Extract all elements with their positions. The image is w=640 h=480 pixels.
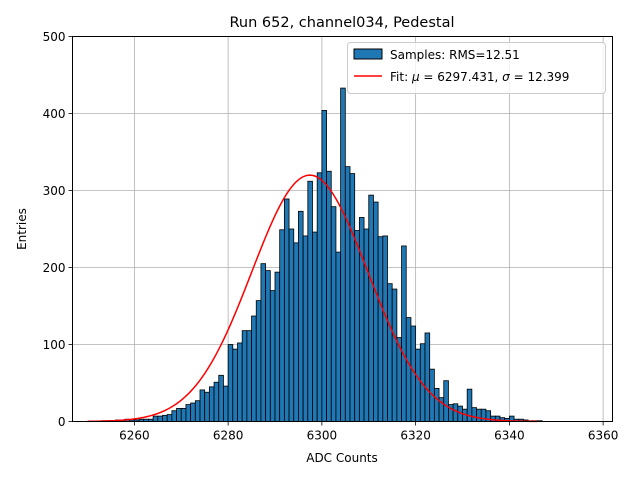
histogram-bar <box>246 330 252 422</box>
legend-sigma-value: = 12.399 <box>510 70 570 84</box>
y-tick-label: 0 <box>58 415 66 429</box>
histogram-bar <box>471 407 477 422</box>
histogram-bars <box>101 87 543 422</box>
histogram-bar <box>316 172 323 422</box>
histogram-bar <box>218 374 224 422</box>
histogram-bar <box>321 110 327 422</box>
histogram-bar <box>298 210 304 422</box>
histogram-bar <box>194 400 201 422</box>
histogram-bar <box>176 408 182 422</box>
histogram-bar <box>255 300 262 422</box>
y-tick-label: 500 <box>43 30 66 44</box>
histogram-bar <box>180 408 187 422</box>
histogram-bar <box>157 415 163 422</box>
histogram-bar <box>227 344 234 422</box>
legend-mu-value: = 6297.431, <box>420 70 503 84</box>
legend: Samples: RMS=12.51 Fit: μ = 6297.431, σ … <box>347 42 606 94</box>
histogram-bar <box>166 414 173 422</box>
histogram-bar <box>358 217 365 422</box>
histogram-bar <box>269 290 276 422</box>
histogram-bar <box>162 414 168 422</box>
histogram-bar <box>433 387 440 422</box>
legend-fit-prefix: Fit: <box>390 70 412 84</box>
histogram-bar <box>405 317 412 422</box>
x-tick-label: 6280 <box>213 429 244 443</box>
legend-box <box>347 42 606 94</box>
histogram-bar <box>443 380 449 422</box>
histogram-bar <box>340 87 346 422</box>
histogram-bar <box>335 251 342 422</box>
chart-title: Run 652, channel034, Pedestal <box>229 15 454 31</box>
x-tick-label: 6360 <box>588 429 619 443</box>
fit-curve <box>87 174 538 423</box>
y-axis-label: Entries <box>15 208 29 250</box>
plot-frame <box>72 36 613 422</box>
histogram-bar <box>283 198 290 422</box>
histogram-bar <box>293 242 299 422</box>
histogram-bar <box>490 415 496 422</box>
histogram-bar <box>232 348 238 422</box>
y-axis-ticks: 0 100 200 300 400 500 <box>43 30 73 429</box>
histogram-bar <box>377 236 384 422</box>
histogram-bar <box>185 404 192 422</box>
histogram-bar <box>401 245 407 422</box>
histogram-bar <box>190 402 196 422</box>
histogram-bar <box>349 173 356 422</box>
x-tick-label: 6260 <box>119 429 150 443</box>
histogram-bar <box>476 408 482 422</box>
histogram-bar <box>424 332 431 422</box>
histogram-bar <box>387 283 393 422</box>
y-tick-label: 100 <box>43 338 66 352</box>
histogram-bar <box>373 201 379 422</box>
histogram-bar <box>288 228 295 422</box>
histogram-bar <box>452 403 459 422</box>
histogram-bar <box>302 235 309 422</box>
legend-mu-symbol: μ <box>411 70 420 84</box>
histogram-bar <box>213 381 220 422</box>
histogram-bar <box>363 228 370 422</box>
x-tick-label: 6340 <box>494 429 525 443</box>
histogram-bar <box>307 180 313 422</box>
x-tick-label: 6320 <box>400 429 431 443</box>
histogram-bar <box>312 231 318 422</box>
y-tick-label: 200 <box>43 261 66 275</box>
legend-samples-label: Samples: RMS=12.51 <box>390 48 520 62</box>
y-tick-label: 300 <box>43 184 66 198</box>
histogram-bar <box>330 206 337 422</box>
histogram-bar <box>354 230 360 422</box>
histogram-bar <box>171 410 177 422</box>
x-tick-label: 6300 <box>307 429 338 443</box>
histogram-bar <box>208 386 215 422</box>
histogram-bar <box>199 389 206 422</box>
histogram-bar <box>415 348 421 422</box>
histogram-bar <box>274 271 281 422</box>
histogram-bar <box>241 330 248 422</box>
legend-fit-label: Fit: μ = 6297.431, σ = 12.399 <box>390 70 569 84</box>
histogram-bar <box>223 385 229 422</box>
x-axis-label: ADC Counts <box>306 451 378 465</box>
legend-sigma-symbol: σ <box>502 70 510 84</box>
histogram-bar <box>237 342 243 422</box>
histogram-bar <box>391 288 398 422</box>
x-axis-ticks: 6260 6280 6300 6320 6340 6360 <box>119 421 619 443</box>
histogram-bar <box>265 270 271 422</box>
histogram-bar <box>382 235 388 422</box>
histogram-bar <box>368 194 374 422</box>
histogram-bar <box>344 166 351 422</box>
histogram-bar <box>279 229 285 422</box>
histogram-bar <box>251 315 257 422</box>
histogram-bar <box>260 263 267 422</box>
y-tick-label: 400 <box>43 107 66 121</box>
histogram-bar <box>326 170 332 422</box>
histogram-bar <box>152 415 159 422</box>
legend-samples-swatch <box>353 48 383 60</box>
histogram-bar <box>204 391 210 422</box>
